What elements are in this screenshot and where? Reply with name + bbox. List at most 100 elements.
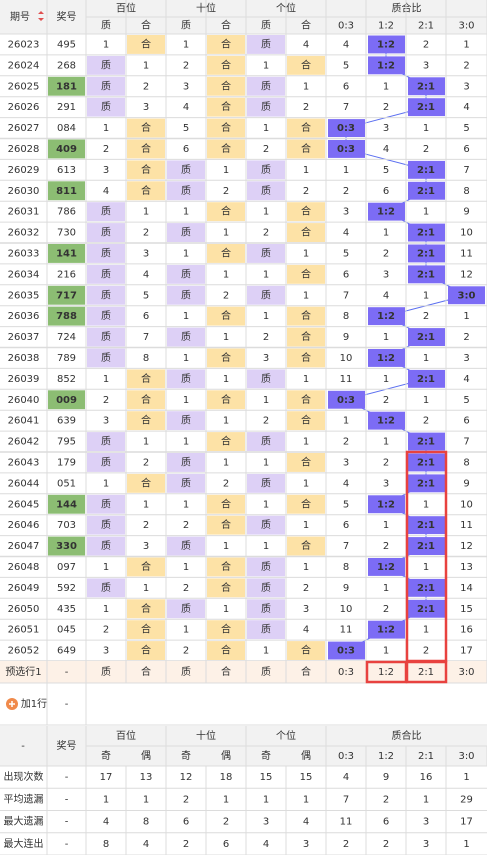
cell-value: 质 [181,603,191,615]
cell-value: 5 [383,165,389,176]
cell-value: 合 [221,518,231,531]
cell-value: 9 [463,478,469,489]
cell-value: 1 [303,81,309,92]
period-cell: 26034 [8,269,40,280]
composite-cell [287,223,325,242]
cell-value: 4 [303,625,309,636]
cell-value: 6 [343,81,349,92]
prime-cell [167,327,205,347]
cell-value: 3 [383,269,389,280]
cell-value: 7 [343,290,349,301]
preview-option: 质 [181,666,191,678]
ratio-hit [368,56,405,75]
cell-value: 6 [343,520,349,531]
composite-cell [287,139,325,159]
cell-value: 2 [383,457,389,468]
cell-value: 9 [343,583,349,594]
ratio-hit [368,202,405,221]
cell-value: 1 [303,290,309,301]
cell-value: 3 [103,165,109,176]
composite-cell [207,306,245,326]
cell-value: 1 [183,39,189,50]
cell-value: 合 [301,267,311,280]
period-cell: 26025 [8,81,40,92]
ratio-hit-label: 0:3 [337,123,355,134]
add-row-button[interactable]: 加1行 [21,697,47,710]
cell-value: 质 [261,164,271,176]
stat-value: 17 [100,772,113,783]
ratio-hit-label: 2:1 [417,583,435,594]
cell-value: 合 [221,623,231,636]
preview-option: 2:1 [418,667,434,678]
ratio-hit-label: 2:1 [417,102,435,113]
cell-value: 2 [103,144,109,155]
number-cell: 730 [57,228,76,239]
ratio-hit-label: 2:1 [417,437,435,448]
cell-value: 1 [223,228,229,239]
ratio-hit [408,77,445,96]
cell-value: 合 [301,393,311,406]
stat-value: 1 [263,794,269,805]
number-cell: 789 [57,353,76,364]
stat-number: - [65,839,69,850]
header-cell: 奖号 [57,10,77,23]
cell-value: 质 [261,373,271,385]
ratio-hit [328,641,365,660]
period-cell: 26051 [8,625,40,636]
prime-cell [247,473,285,493]
cell-value: 质 [181,373,191,385]
cell-value: 7 [143,332,149,343]
cell-value: 12 [460,541,473,552]
prime-cell [87,202,125,222]
preview-option: 质 [261,666,271,678]
cell-value: 1 [143,437,149,448]
stat-value: 1 [223,794,229,805]
add-icon-plus[interactable] [9,701,15,707]
cell-value: 合 [301,226,311,239]
prime-cell [247,557,285,577]
sort-icon[interactable] [38,11,44,21]
stat-value: 18 [220,772,233,783]
cell-value: 合 [221,121,231,134]
composite-cell [127,641,165,660]
cell-value: 4 [343,39,349,50]
cell-value: 质 [181,456,191,468]
period-cell: 26040 [8,395,40,406]
cell-value: 1 [423,625,429,636]
number-highlight [48,139,85,159]
cell-value: 1 [263,457,269,468]
ratio-hit [408,265,445,284]
cell-value: 1 [103,374,109,385]
composite-cell [287,453,325,472]
prime-cell [167,285,205,305]
cell-value: 合 [221,497,231,510]
stat-value: 11 [340,817,353,828]
cell-value: 1 [343,165,349,176]
composite-cell [287,641,325,660]
cell-value: 合 [141,37,151,50]
cell-value: 合 [301,309,311,322]
cell-value: 1 [143,60,149,71]
stat-value: 6 [223,839,229,850]
number-cell: 330 [56,541,77,552]
cell-value: 1 [423,562,429,573]
cell-value: 1 [423,353,429,364]
cell-value: 2 [183,520,189,531]
cell-value: 10 [340,353,353,364]
period-cell: 26031 [8,207,40,218]
cell-value: 1 [263,269,269,280]
stat-value: 4 [263,839,269,850]
cell-value: 8 [343,562,349,573]
stat-number: - [65,772,69,783]
stat-label: 最大连出 [4,837,44,850]
cell-value: 质 [101,331,111,343]
cell-value: 质 [261,101,271,113]
cell-value: 质 [261,624,271,636]
cell-value: 合 [141,393,151,406]
cell-value: 2 [383,248,389,259]
ratio-hit [408,160,445,179]
cell-value: 质 [261,603,271,615]
number-cell: 811 [56,186,77,197]
prime-cell [87,223,125,242]
